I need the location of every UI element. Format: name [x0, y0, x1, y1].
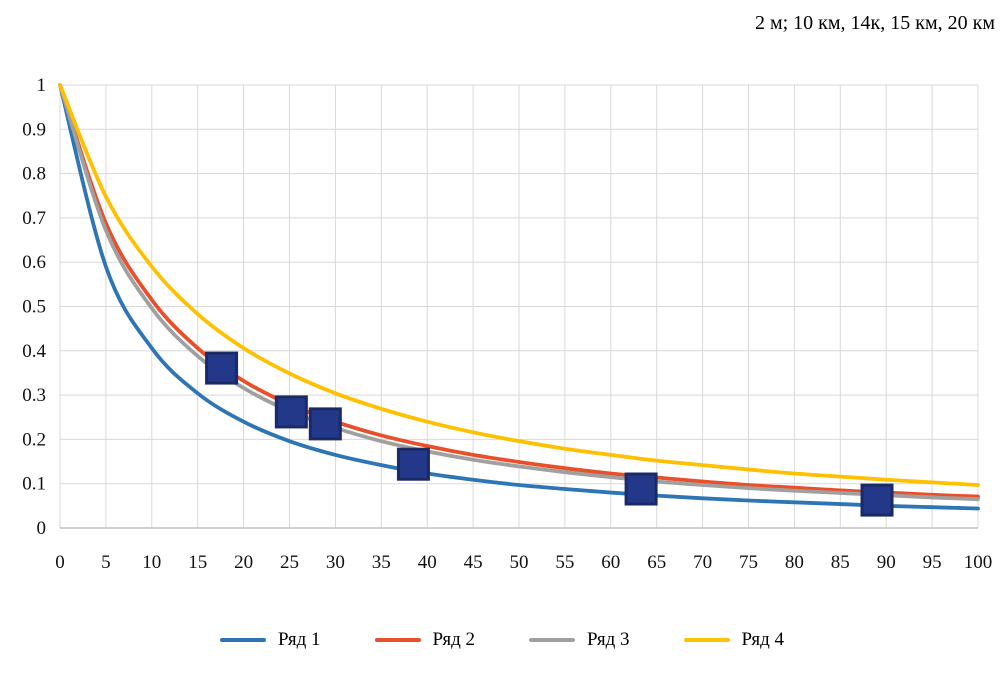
legend-item-2: Ряд 2: [374, 629, 476, 651]
series-line-4: [58, 83, 980, 487]
y-tick-label: 0.8: [22, 164, 46, 185]
x-tick-label: 90: [877, 552, 896, 573]
legend-swatch-1: [220, 638, 266, 642]
y-tick-label: 0: [37, 518, 47, 539]
data-point-marker: [624, 472, 658, 506]
y-tick-label: 0.5: [22, 297, 46, 318]
x-tick-label: 65: [647, 552, 666, 573]
x-tick-label: 50: [510, 552, 529, 573]
y-tick-label: 0.1: [22, 474, 46, 495]
legend-item-4: Ряд 4: [683, 629, 785, 651]
x-tick-label: 25: [280, 552, 299, 573]
legend-swatch-4: [683, 638, 730, 642]
series-line-2: [58, 83, 980, 499]
x-tick-label: 45: [464, 552, 483, 573]
data-point-marker: [860, 483, 894, 517]
y-tick-label: 0.6: [22, 252, 46, 273]
y-tick-label: 1: [37, 75, 47, 96]
x-tick-label: 85: [831, 552, 850, 573]
legend-item-3: Ряд 3: [529, 629, 630, 651]
legend-item-1: Ряд 1: [220, 629, 321, 651]
legend-label-2: Ряд 2: [432, 629, 476, 650]
x-tick-label: 100: [964, 552, 993, 573]
legend: Ряд 1 Ряд 2 Ряд 3 Ряд 4: [0, 629, 1004, 651]
x-tick-label: 5: [101, 552, 111, 573]
legend-label-3: Ряд 3: [587, 629, 630, 650]
x-tick-label: 15: [188, 552, 207, 573]
y-tick-label: 0.3: [22, 385, 46, 406]
legend-label-4: Ряд 4: [741, 629, 785, 650]
y-tick-label: 0.4: [22, 341, 46, 362]
chart-plot-area: 00.10.20.30.40.50.60.70.80.910 5 10 15 20 25 3…: [22, 75, 993, 573]
data-point-marker: [396, 447, 430, 481]
x-tick-label: 75: [739, 552, 758, 573]
x-tick-label: 40: [418, 552, 437, 573]
series-line-3: [58, 83, 980, 502]
y-tick-label: 0.9: [22, 119, 46, 140]
x-tick-label: 10: [142, 552, 161, 573]
legend-swatch-3: [529, 638, 575, 642]
x-tick-label: 30: [326, 552, 345, 573]
x-tick-label: 55: [555, 552, 574, 573]
y-tick-label: 0.7: [22, 208, 46, 229]
legend-label-1: Ряд 1: [278, 629, 321, 650]
data-point-marker: [205, 351, 239, 385]
x-tick-label: 70: [693, 552, 712, 573]
x-tick-label: 95: [923, 552, 942, 573]
chart-title: 2 м; 10 км, 14к, 15 км, 20 км: [754, 12, 995, 34]
x-tick-label: 0: [55, 552, 65, 573]
x-tick-label: 60: [601, 552, 620, 573]
y-tick-label: 0.2: [22, 429, 46, 450]
data-point-marker: [274, 395, 308, 429]
x-tick-label: 35: [372, 552, 391, 573]
legend-swatch-2: [374, 638, 421, 642]
series-line-1: [58, 83, 980, 511]
x-tick-label: 80: [785, 552, 804, 573]
data-point-marker: [308, 407, 342, 441]
x-tick-label: 20: [234, 552, 253, 573]
